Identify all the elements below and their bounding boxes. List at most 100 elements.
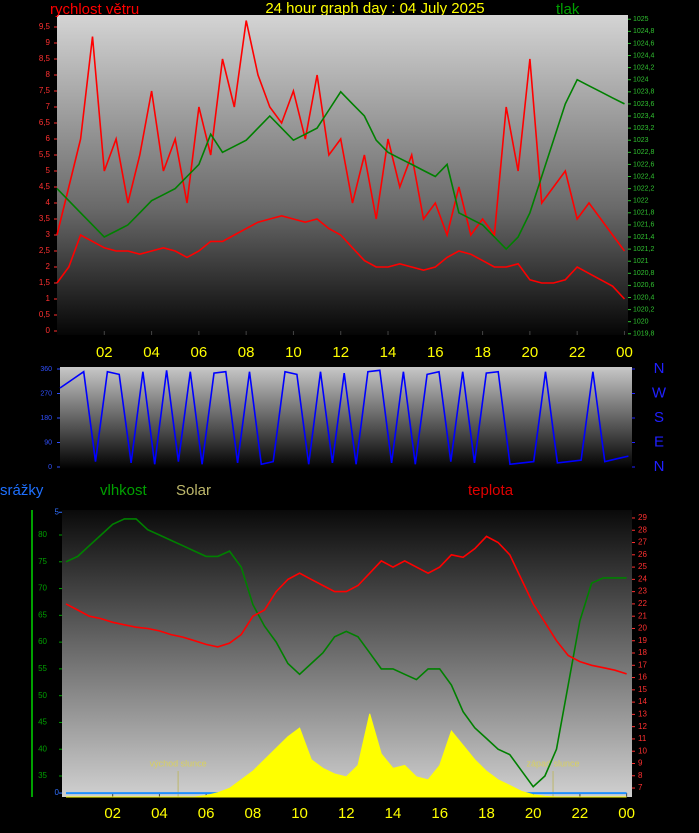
y-tick-label: 8,5: [39, 54, 51, 63]
y2-tick-label: 1022,6: [633, 161, 655, 168]
y-tick-label: 70: [38, 584, 47, 593]
y2-tick-label: 1021,4: [633, 234, 655, 241]
plot-area: [62, 510, 632, 797]
x-tick-label: 04: [143, 344, 160, 361]
y-tick-label: 0: [46, 326, 51, 335]
y-tick-label: 1: [46, 294, 51, 303]
y2-tick-label: 10: [638, 746, 647, 755]
series-line: [56, 78, 625, 251]
y2-tick-label: 25: [638, 562, 647, 571]
chart-title: 24 hour graph day : 04 July 2025: [265, 0, 484, 17]
y2-tick-label: 1020: [633, 319, 649, 326]
y2-tick-label: 23: [638, 587, 647, 596]
y2-tick-label: 13: [638, 709, 647, 718]
y-tick-label: 7,5: [39, 86, 51, 95]
y2-tick-label: 24: [638, 574, 647, 583]
y2-tick-label: 27: [638, 538, 647, 547]
y-tick-label: 3: [46, 230, 51, 239]
y2-tick-label: 1024,2: [633, 64, 655, 71]
y2-tick-label: 1023,4: [633, 113, 655, 120]
y2-tick-label: N: [654, 458, 665, 475]
y-tick-label: 40: [38, 744, 47, 753]
x-tick-label: 00: [618, 805, 635, 822]
x-tick-label: 12: [332, 344, 349, 361]
x-tick-label: 02: [104, 805, 121, 822]
y2-tick-label: 1020,8: [633, 270, 655, 277]
annotation-text: západ slunce: [527, 758, 580, 768]
x-tick-label: 18: [478, 805, 495, 822]
y-tick-label: 270: [40, 390, 52, 397]
y-tick-label: 3,5: [39, 214, 51, 223]
y2-tick-label: 29: [638, 513, 647, 522]
y-tick-label: 2: [46, 262, 51, 271]
y2-tick-label: 1021,6: [633, 222, 655, 229]
y-tick-label: 2,5: [39, 246, 51, 255]
y-tick-label: 65: [38, 610, 47, 619]
x-tick-label: 10: [291, 805, 308, 822]
y2-tick-label: 1019,8: [633, 331, 655, 338]
y-tick-label: 75: [38, 557, 47, 566]
y-tick-label: 4,5: [39, 182, 51, 191]
x-tick-label: 08: [245, 805, 262, 822]
x-tick-label: 06: [198, 805, 215, 822]
y-tick-label: 360: [40, 366, 52, 373]
legend-label: teplota: [468, 482, 514, 499]
plot-area: [57, 15, 628, 335]
y-tick-label: 7: [46, 102, 51, 111]
y-tick-label: 4: [46, 198, 51, 207]
y2-tick-label: 22: [638, 599, 647, 608]
y-tick-label: 90: [44, 439, 52, 446]
y2-tick-label: 1021: [633, 258, 649, 265]
y-tick-label: 50: [38, 691, 47, 700]
x-tick-label: 14: [380, 344, 397, 361]
legend-label: tlak: [556, 1, 580, 18]
y-tick-label: 55: [38, 664, 47, 673]
x-tick-label: 10: [285, 344, 302, 361]
y2-tick-label: 1021,8: [633, 210, 655, 217]
y-tick-label: 80: [38, 530, 47, 539]
y2-tick-label: 7: [638, 783, 643, 792]
y-tick-label: 45: [38, 718, 47, 727]
y2-tick-label: 20: [638, 624, 647, 633]
y3-tick-label: 0: [55, 788, 60, 797]
y-tick-label: 0: [48, 464, 52, 471]
y2-tick-label: 1023: [633, 137, 649, 144]
y2-tick-label: 1023,2: [633, 125, 655, 132]
y2-tick-label: 26: [638, 550, 647, 559]
x-tick-label: 14: [385, 805, 402, 822]
x-tick-label: 00: [616, 344, 633, 361]
y-tick-label: 5,5: [39, 150, 51, 159]
y2-tick-label: 1025: [633, 16, 649, 23]
legend-label: Solar: [176, 482, 211, 499]
y2-tick-label: W: [652, 384, 667, 401]
series-line: [56, 214, 626, 300]
legend-label: srážky: [0, 482, 44, 499]
y2-tick-label: 17: [638, 660, 647, 669]
y2-tick-label: 1022: [633, 198, 649, 205]
y2-tick-label: 28: [638, 525, 647, 534]
legend-label: rychlost větru: [50, 1, 139, 18]
y2-tick-label: 1024,4: [633, 52, 655, 59]
y-tick-label: 1,5: [39, 278, 51, 287]
y2-tick-label: 16: [638, 673, 647, 682]
legend-label: vlhkost: [100, 482, 148, 499]
y3-tick-label: 5: [55, 507, 60, 516]
x-tick-label: 04: [151, 805, 168, 822]
y-tick-label: 0,5: [39, 310, 51, 319]
y-tick-label: 5: [46, 166, 51, 175]
x-tick-label: 02: [96, 344, 113, 361]
x-tick-label: 22: [572, 805, 589, 822]
y2-tick-label: 1023,8: [633, 89, 655, 96]
y2-tick-label: 12: [638, 722, 647, 731]
y2-tick-label: 1022,8: [633, 149, 655, 156]
y-tick-label: 60: [38, 637, 47, 646]
y-tick-label: 9: [46, 38, 51, 47]
y2-tick-label: 18: [638, 648, 647, 657]
y2-tick-label: 1020,4: [633, 294, 655, 301]
y2-tick-label: 1024,6: [633, 40, 655, 47]
y-tick-label: 35: [38, 771, 47, 780]
y2-tick-label: 1022,2: [633, 185, 655, 192]
y-tick-label: 6,5: [39, 118, 51, 127]
y2-tick-label: E: [654, 433, 664, 450]
